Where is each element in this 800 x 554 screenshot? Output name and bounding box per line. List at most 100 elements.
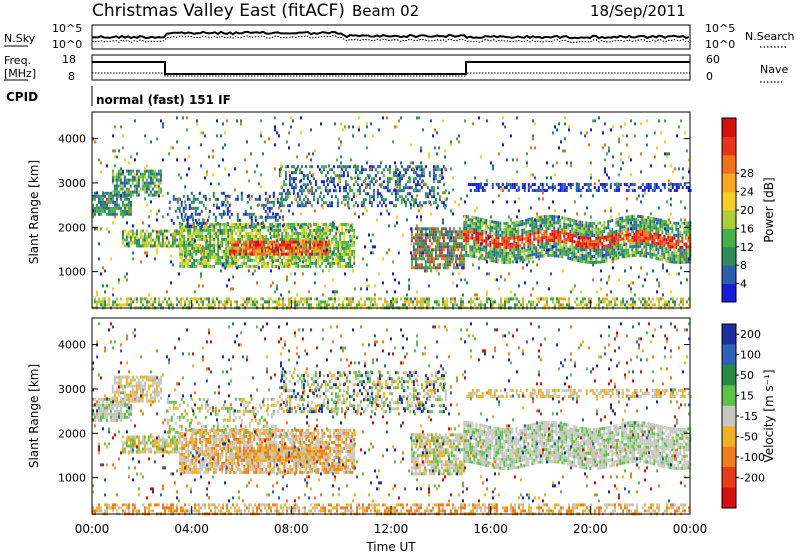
heatmap-cell <box>267 237 270 241</box>
heatmap-cell <box>675 245 678 249</box>
heatmap-cell <box>679 234 682 237</box>
heatmap-cell <box>651 252 654 256</box>
heatmap-cell <box>438 254 441 258</box>
heatmap-cell <box>497 233 500 237</box>
heatmap-cell <box>643 242 646 246</box>
heatmap-cell <box>121 181 124 185</box>
heatmap-cell <box>146 300 148 304</box>
heatmap-cell <box>275 243 277 247</box>
heatmap-cell <box>479 247 482 251</box>
heatmap-cell <box>189 252 192 256</box>
heatmap-cell <box>322 165 325 169</box>
heatmap-cell <box>645 242 648 246</box>
heatmap-cell <box>257 237 260 241</box>
heatmap-cell <box>250 194 253 198</box>
heatmap-cell <box>541 251 544 255</box>
heatmap-cell <box>104 206 106 210</box>
heatmap-cell <box>329 222 332 226</box>
heatmap-cell <box>420 248 423 252</box>
heatmap-cell <box>262 224 265 228</box>
heatmap-cell <box>533 243 536 247</box>
heatmap-cell <box>250 303 252 307</box>
heatmap-cell <box>249 222 252 226</box>
heatmap-cell <box>448 227 451 231</box>
heatmap-cell <box>452 227 455 231</box>
heatmap-cell <box>465 248 468 251</box>
heatmap-cell <box>495 221 498 225</box>
heatmap-cell <box>323 258 326 262</box>
heatmap-cell <box>663 219 666 223</box>
heatmap-cell <box>422 245 425 249</box>
freq-unit-label: [MHz] <box>4 67 36 80</box>
heatmap-cell <box>657 221 660 225</box>
heatmap-cell <box>422 239 425 243</box>
heatmap-cell <box>205 252 208 256</box>
heatmap-cell <box>235 243 237 247</box>
heatmap-cell <box>683 248 686 252</box>
heatmap-cell <box>295 243 298 247</box>
heatmap-cell <box>667 253 670 257</box>
heatmap-cell <box>341 252 344 256</box>
heatmap-cell <box>683 227 686 231</box>
heatmap-cell <box>428 257 431 261</box>
heatmap-cell <box>424 192 427 196</box>
heatmap-cell <box>235 225 238 229</box>
heatmap-cell <box>317 261 320 265</box>
heatmap-cell <box>583 248 586 252</box>
heatmap-cell <box>520 303 522 307</box>
heatmap-cell <box>344 297 346 301</box>
heatmap-cell <box>621 225 624 229</box>
heatmap-cell <box>242 212 245 216</box>
heatmap-cell <box>646 303 648 307</box>
heatmap-cell <box>587 242 590 246</box>
heatmap-cell <box>166 191 169 195</box>
heatmap-cell <box>655 247 658 251</box>
heatmap-cell <box>159 187 162 191</box>
heatmap-cell <box>531 253 534 257</box>
heatmap-cell <box>335 243 338 247</box>
heatmap-cell <box>143 232 146 236</box>
heatmap-cell <box>343 264 346 268</box>
heatmap-cell <box>480 300 482 304</box>
heatmap-cell <box>330 204 333 208</box>
heatmap-cell <box>605 189 608 192</box>
heatmap-cell <box>206 173 208 177</box>
heatmap-cell <box>541 189 544 192</box>
heatmap-cell <box>382 168 385 172</box>
heatmap-cell <box>203 225 206 229</box>
heatmap-cell <box>143 241 146 245</box>
heatmap-cell <box>163 241 166 245</box>
heatmap-cell <box>617 217 620 221</box>
heatmap-cell <box>541 239 544 243</box>
heatmap-cell <box>293 240 295 244</box>
heatmap-cell <box>219 240 222 244</box>
heatmap-cell <box>665 241 668 245</box>
heatmap-cell <box>175 232 178 236</box>
heatmap-cell <box>341 258 344 262</box>
heatmap-cell <box>161 235 164 239</box>
heatmap-cell <box>104 290 106 294</box>
heatmap-cell <box>583 183 586 186</box>
heatmap-cell <box>197 237 200 241</box>
heatmap-cell <box>350 300 352 304</box>
heatmap-cell <box>179 261 182 265</box>
heatmap-cell <box>440 230 443 234</box>
heatmap-cell <box>589 245 592 249</box>
heatmap-cell <box>639 227 642 230</box>
heatmap-cell <box>260 297 262 301</box>
heatmap-cell <box>211 249 214 253</box>
heatmap-cell <box>444 204 447 208</box>
heatmap-cell <box>219 225 222 229</box>
heatmap-cell <box>283 243 285 247</box>
heatmap-cell <box>208 297 210 301</box>
heatmap-cell <box>454 248 457 252</box>
heatmap-cell <box>181 243 184 247</box>
heatmap-cell <box>297 225 300 229</box>
heatmap-cell <box>555 254 558 258</box>
heatmap-cell <box>467 236 470 240</box>
heatmap-cell <box>473 231 476 235</box>
heatmap-cell <box>675 189 678 192</box>
heatmap-cell <box>545 236 548 239</box>
heatmap-cell <box>523 189 526 192</box>
heatmap-cell <box>539 254 542 258</box>
